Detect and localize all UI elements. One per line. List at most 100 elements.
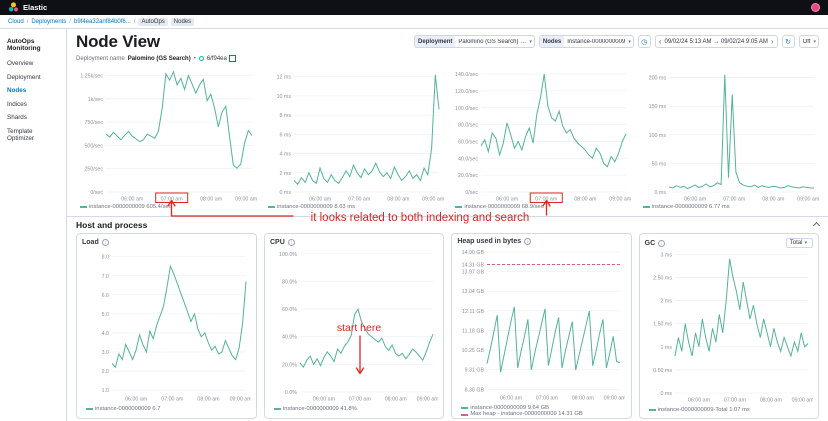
deployment-select[interactable]: Deployment Palomino (GS Search) (... ▾	[414, 35, 535, 48]
sidebar-item-deployment[interactable]: Deployment	[7, 73, 41, 81]
svg-text:250/sec: 250/sec	[84, 167, 103, 173]
legend-item[interactable]: instance-0000000009 8.63 ms	[268, 204, 444, 211]
svg-text:08:00 am: 08:00 am	[385, 397, 408, 403]
svg-text:20.0/sec: 20.0/sec	[458, 173, 478, 179]
sidebar-item-indices[interactable]: Indices	[7, 100, 27, 108]
legend-item[interactable]: instance-0000000009 6.77 ms	[642, 204, 819, 211]
info-icon[interactable]: i	[287, 239, 295, 246]
chart-legend: instance-0000000009 41.8%	[270, 406, 438, 414]
search-latency-chart[interactable]: 200 ms 150 ms 100 ms 50 ms 0 ms 06:00 am 07:00…	[639, 65, 819, 203]
date-range-text[interactable]: 09/02/24 5:13 AM → 09/02/24 9:05 AM	[664, 38, 768, 45]
svg-text:07:00 am: 07:00 am	[161, 197, 184, 203]
legend-swatch	[642, 206, 650, 209]
separator-dot: •	[193, 55, 196, 62]
toolbar: Deployment Palomino (GS Search) (... ▾ N…	[414, 35, 819, 48]
elastic-logo[interactable]	[8, 2, 19, 13]
gc-metric-value: Total	[789, 240, 803, 246]
svg-text:1.25k/sec: 1.25k/sec	[80, 74, 103, 80]
indexing-latency-cell: 12 ms 10 ms 8 ms 6 ms 4 ms 2 ms 0 ms 06:00 am 07…	[264, 65, 445, 212]
refresh-icon[interactable]: ↻	[781, 35, 795, 48]
svg-text:1k/sec: 1k/sec	[88, 97, 104, 103]
panel-header: GC i Total ▾	[645, 238, 813, 248]
user-avatar[interactable]	[811, 3, 820, 12]
chart-legend: instance-0000000009 9.64 GB Max heap - in…	[457, 405, 625, 417]
chart-legend: instance-0000000009 6.7	[82, 406, 251, 414]
svg-text:20.0%: 20.0%	[282, 362, 297, 368]
svg-text:12.11 GB: 12.11 GB	[462, 309, 484, 315]
gc-metric-select[interactable]: Total ▾	[785, 238, 813, 248]
copy-icon[interactable]	[228, 55, 236, 62]
svg-text:13.04 GB: 13.04 GB	[462, 289, 485, 295]
sidebar-item-nodes[interactable]: Nodes	[7, 87, 27, 95]
legend-label: instance-0000000009 8.63 ms	[277, 204, 355, 210]
legend-item[interactable]: instance-0000000009 68.9/sec	[455, 204, 631, 211]
legend-item[interactable]: Max heap - instance-0000000009 14.31 GB	[461, 411, 625, 418]
legend-item[interactable]: instance-0000000009-Total 1.07 ms	[648, 407, 813, 414]
chevron-down-icon: ▾	[628, 38, 631, 45]
auto-refresh-select[interactable]: Off ▾	[798, 35, 819, 48]
indexing-latency-chart[interactable]: 12 ms 10 ms 8 ms 6 ms 4 ms 2 ms 0 ms 06:00 am 07…	[264, 65, 445, 203]
svg-text:09:00 am: 09:00 am	[797, 197, 819, 203]
svg-text:06:00 am: 06:00 am	[309, 197, 332, 203]
sidebar-item-overview[interactable]: Overview	[7, 60, 34, 67]
collapse-section-icon[interactable]	[812, 221, 821, 230]
svg-text:14.31 GB: 14.31 GB	[462, 262, 485, 268]
indexing-rate-chart[interactable]: 1.25k/sec 1k/sec 750/sec 500/sec 250/sec 0/se…	[76, 65, 258, 203]
panel-header: CPU i	[270, 238, 438, 247]
legend-item[interactable]: instance-0000000009 9.64 GB	[461, 405, 625, 412]
cpu-panel: CPU i 100.0% 80.0% 60.0% 40.0% 20.0% 0.0% 06:0…	[264, 233, 445, 419]
info-icon[interactable]: i	[101, 239, 109, 246]
breadcrumb-item-deployments[interactable]: Deployments	[31, 18, 67, 25]
legend-label: instance-0000000009 6.77 ms	[651, 204, 730, 210]
chevron-right-icon[interactable]: ›	[770, 36, 774, 46]
legend-item[interactable]: instance-0000000009 6.7	[86, 406, 251, 413]
load-chart[interactable]: 8.0 7.0 6.0 5.0 4.0 3.0 2.0 1.0 06:00 am 07:00 am…	[82, 247, 253, 405]
search-latency-cell: 200 ms 150 ms 100 ms 50 ms 0 ms 06:00 am 07:00…	[639, 65, 819, 212]
chevron-down-icon: ▾	[529, 38, 532, 45]
search-rate-chart[interactable]: 140.0/sec 120.0/sec 100.0/sec 80.0/sec 60.0/…	[451, 65, 632, 203]
legend-item[interactable]: instance-0000000009 605.4/sec	[80, 204, 257, 211]
breadcrumb-item-autoops[interactable]: AutoOps	[138, 17, 168, 26]
deployment-name-value: Palomino (GS Search)	[127, 55, 191, 62]
chevron-left-icon[interactable]: ‹	[658, 36, 662, 46]
legend-item[interactable]: instance-0000000009 41.8%	[274, 406, 438, 413]
auto-refresh-value: Off	[802, 38, 811, 45]
svg-text:06:00 am: 06:00 am	[313, 397, 336, 403]
svg-text:60.0%: 60.0%	[282, 307, 297, 313]
host-process-header: Host and process	[76, 219, 821, 230]
svg-text:07:00 am: 07:00 am	[723, 398, 746, 404]
svg-text:80.0/sec: 80.0/sec	[458, 123, 478, 129]
heap-chart[interactable]: 14.90 GB 14.31 GB 13.97 GB 13.04 GB 12.11 GB…	[457, 246, 627, 404]
performance-charts-row: 1.25k/sec 1k/sec 750/sec 500/sec 250/sec 0/se…	[76, 65, 819, 212]
nodes-select[interactable]: Nodes Instance-0000000009 ▾	[538, 35, 634, 48]
sidebar-item-shards[interactable]: Shards	[7, 114, 27, 122]
legend-label: instance-0000000009-Total 1.07 ms	[657, 407, 750, 413]
sidebar-item-template-optimizer[interactable]: Template Optimizer	[7, 127, 34, 143]
breadcrumb-item-cloud[interactable]: Cloud	[8, 18, 24, 25]
svg-text:200 ms: 200 ms	[648, 76, 666, 82]
legend-label: instance-0000000009 41.8%	[283, 406, 357, 412]
cpu-chart[interactable]: 100.0% 80.0% 60.0% 40.0% 20.0% 0.0% 06:00 am 07…	[270, 247, 439, 405]
recent-time-ranges-icon[interactable]: ◷	[637, 35, 651, 48]
svg-text:08:00 am: 08:00 am	[572, 395, 595, 401]
heap-panel: Heap used in bytes i 14.90 GB 14.31 GB 13.…	[451, 233, 632, 419]
svg-text:09:00 am: 09:00 am	[609, 197, 631, 203]
panel-header: Load i	[82, 238, 251, 247]
brand-text: Elastic	[23, 3, 48, 12]
svg-text:08:00 am: 08:00 am	[762, 197, 785, 203]
date-range-picker[interactable]: ‹ 09/02/24 5:13 AM → 09/02/24 9:05 AM ›	[654, 35, 778, 48]
info-icon[interactable]: i	[524, 238, 532, 246]
breadcrumb-item-deployment-id[interactable]: b9f4ea32anf84b0f6...	[74, 18, 131, 25]
breadcrumb-item-nodes[interactable]: Nodes	[170, 17, 195, 26]
svg-text:6 ms: 6 ms	[280, 132, 292, 138]
info-icon[interactable]: i	[658, 239, 666, 247]
breadcrumb-separator: /	[133, 18, 136, 25]
svg-text:2.0: 2.0	[102, 369, 109, 375]
chart-legend: instance-0000000009 8.63 ms	[264, 204, 444, 212]
svg-text:14.90 GB: 14.90 GB	[462, 250, 485, 256]
deployment-id: 6/f94ea	[206, 55, 227, 62]
gc-chart[interactable]: 3 ms 2.50 ms 2 ms 1.50 ms 1 ms 0.50 ms 0 ms 06:…	[645, 248, 814, 406]
svg-text:07:00 am: 07:00 am	[348, 197, 371, 203]
deployment-select-label: Deployment	[415, 36, 456, 47]
svg-text:07:00 am: 07:00 am	[536, 197, 559, 203]
